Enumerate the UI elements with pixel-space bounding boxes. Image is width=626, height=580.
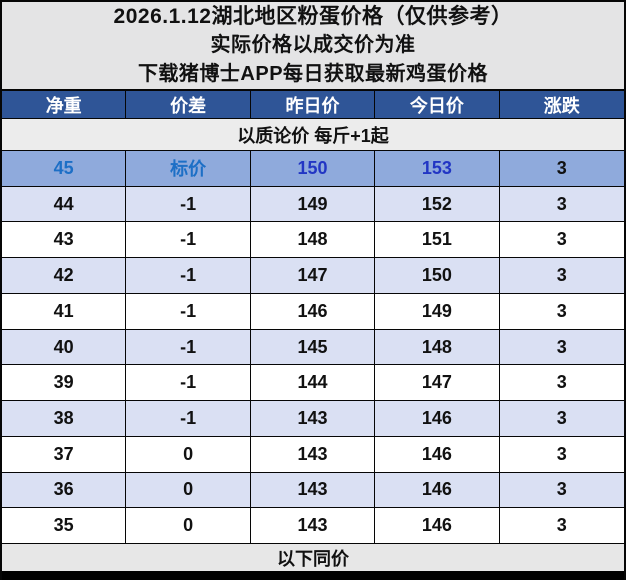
cell-yesterday: 146	[251, 293, 376, 329]
header-cell-weight: 净重	[2, 91, 127, 118]
cell-change: 3	[556, 336, 567, 357]
cell-weight: 40	[2, 329, 127, 365]
header-cell-yesterday: 昨日价	[251, 91, 376, 118]
page-title: 2026.1.12湖北地区粉蛋价格（仅供参考）	[113, 5, 513, 28]
cell-weight: 41	[2, 293, 127, 329]
cell-weight: 39	[2, 365, 127, 401]
footer-row: 以下同价	[2, 544, 624, 571]
cell-today: 152	[375, 186, 500, 222]
cell-weight: 43	[2, 222, 127, 258]
header-cell-today: 今日价	[375, 91, 500, 118]
table-row: 35 0 143 146 3	[2, 508, 624, 545]
table-row: 40 -1 145 148 3	[2, 329, 624, 366]
header-cell-change: 涨跌	[543, 95, 580, 116]
cell-change: 3	[556, 408, 567, 428]
cell-today: 147	[375, 365, 500, 401]
cell-yesterday: 150	[251, 151, 376, 186]
cell-change: 3	[556, 193, 567, 214]
cell-today: 150	[375, 258, 500, 293]
cell-yesterday: 144	[251, 365, 376, 401]
cell-today: 149	[375, 293, 500, 329]
cell-change: 3	[556, 229, 567, 250]
cell-today: 153	[375, 151, 500, 186]
cell-today: 146	[375, 508, 500, 544]
title-subtitle: 实际价格以成交价为准	[210, 34, 416, 56]
table-row: 42 -1 147 150 3	[2, 258, 624, 294]
table-row: 44 -1 149 152 3	[2, 186, 624, 223]
cell-weight: 45	[2, 151, 127, 186]
cell-yesterday: 149	[251, 186, 376, 222]
cell-today: 151	[375, 222, 500, 258]
cell-weight: 36	[2, 472, 127, 508]
table-body: 45 标价 150 153 3 44 -1 149 152 3 43 -1 14…	[2, 151, 624, 545]
title-block: 2026.1.12湖北地区粉蛋价格（仅供参考） 实际价格以成交价为准 下载猪博士…	[2, 2, 624, 89]
cell-weight: 42	[2, 258, 127, 293]
table-row: 45 标价 150 153 3	[2, 151, 624, 187]
cell-today: 148	[375, 329, 500, 365]
table-row: 41 -1 146 149 3	[2, 293, 624, 330]
cell-diff: 0	[126, 436, 251, 472]
cell-yesterday: 143	[251, 508, 376, 544]
cell-yesterday: 148	[251, 222, 376, 258]
cell-change: 3	[556, 265, 567, 286]
table-row: 39 -1 144 147 3	[2, 365, 624, 402]
cell-yesterday: 147	[251, 258, 376, 293]
cell-diff: 0	[126, 472, 251, 508]
cell-today: 146	[375, 401, 500, 436]
table-row: 36 0 143 146 3	[2, 472, 624, 509]
cell-change: 3	[556, 300, 567, 321]
table-row: 38 -1 143 146 3	[2, 401, 624, 437]
cell-diff: -1	[126, 329, 251, 365]
table-row: 37 0 143 146 3	[2, 436, 624, 473]
cell-weight: 44	[2, 186, 127, 222]
cell-yesterday: 143	[251, 472, 376, 508]
cell-diff: -1	[126, 186, 251, 222]
table-header-row: 净重 价差 昨日价 今日价 涨跌	[2, 89, 624, 119]
notice-row: 以质论价 每斤+1起	[2, 119, 624, 151]
cell-change: 3	[556, 157, 567, 178]
cell-diff: -1	[126, 293, 251, 329]
cell-yesterday: 143	[251, 401, 376, 436]
cell-weight: 38	[2, 401, 127, 436]
header-cell-diff: 价差	[126, 91, 251, 118]
cell-diff: -1	[126, 365, 251, 401]
table-row: 43 -1 148 151 3	[2, 222, 624, 259]
cell-change: 3	[556, 372, 567, 393]
cell-today: 146	[375, 472, 500, 508]
cell-diff: 标价	[126, 151, 251, 186]
cell-diff: -1	[126, 258, 251, 293]
cell-weight: 35	[2, 508, 127, 544]
cell-change: 3	[556, 479, 567, 500]
cell-change: 3	[556, 515, 567, 536]
cell-diff: -1	[126, 401, 251, 436]
cell-weight: 37	[2, 436, 127, 472]
cell-change: 3	[556, 443, 567, 464]
bottom-bar	[2, 571, 624, 580]
cell-yesterday: 143	[251, 436, 376, 472]
cell-diff: 0	[126, 508, 251, 544]
cell-yesterday: 145	[251, 329, 376, 365]
title-promo: 下载猪博士APP每日获取最新鸡蛋价格	[137, 63, 489, 85]
cell-diff: -1	[126, 222, 251, 258]
cell-today: 146	[375, 436, 500, 472]
